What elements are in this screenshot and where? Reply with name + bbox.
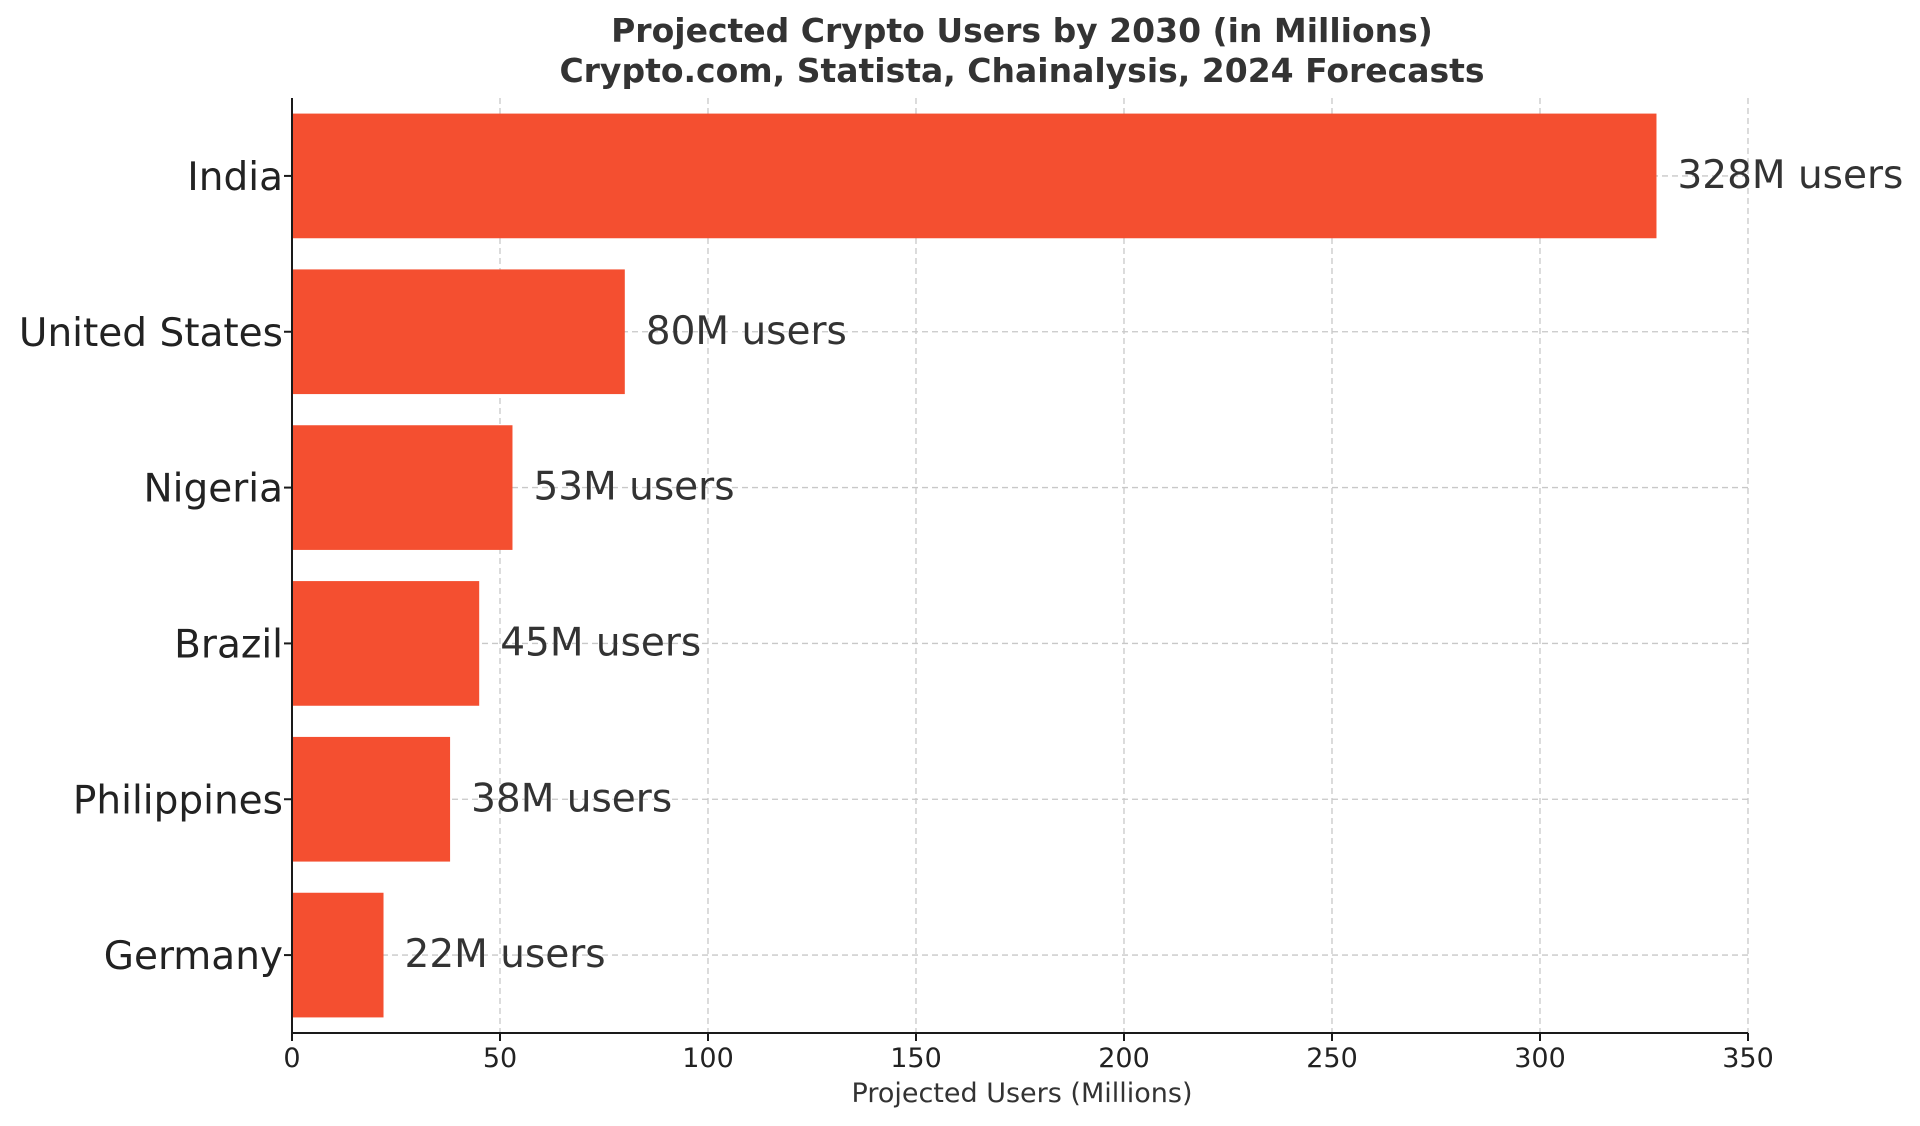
x-tick-label: 0 xyxy=(283,1043,300,1074)
x-tick-label: 350 xyxy=(1722,1043,1774,1074)
data-label: 328M users xyxy=(1677,153,1903,198)
y-tick-label: Nigeria xyxy=(143,467,283,512)
data-label: 53M users xyxy=(533,465,734,510)
x-axis-title: Projected Users (Millions) xyxy=(852,1078,1193,1109)
axes: India United States Nigeria Brazil Philippin… xyxy=(19,98,1774,1074)
bar-india xyxy=(292,113,1657,239)
data-label: 38M users xyxy=(471,776,672,821)
chart-title: Projected Crypto Users by 2030 (in Milli… xyxy=(611,11,1433,50)
bar-brazil xyxy=(292,581,480,706)
y-tick-label: United States xyxy=(19,311,283,356)
y-tick-label: India xyxy=(187,155,283,200)
x-tick-label: 250 xyxy=(1306,1043,1358,1074)
data-label: 80M users xyxy=(646,309,847,354)
x-tick-label: 150 xyxy=(890,1043,942,1074)
y-tick-label: Germany xyxy=(104,934,283,979)
x-tick-label: 200 xyxy=(1098,1043,1150,1074)
bars: 328M users 80M users 53M users 45M users 38M… xyxy=(292,113,1903,1018)
chart-subtitle: Crypto.com, Statista, Chainalysis, 2024 … xyxy=(559,51,1484,90)
bar-united-states xyxy=(292,269,625,395)
x-tick-label: 300 xyxy=(1514,1043,1566,1074)
x-tick-label: 50 xyxy=(483,1043,517,1074)
x-tick-label: 100 xyxy=(682,1043,734,1074)
bar-philippines xyxy=(292,736,451,862)
bar-nigeria xyxy=(292,425,513,550)
y-tick-label: Philippines xyxy=(73,778,283,823)
bar-germany xyxy=(292,892,384,1018)
y-tick-label: Brazil xyxy=(174,622,283,667)
data-label: 45M users xyxy=(500,620,701,665)
data-label: 22M users xyxy=(405,932,606,977)
